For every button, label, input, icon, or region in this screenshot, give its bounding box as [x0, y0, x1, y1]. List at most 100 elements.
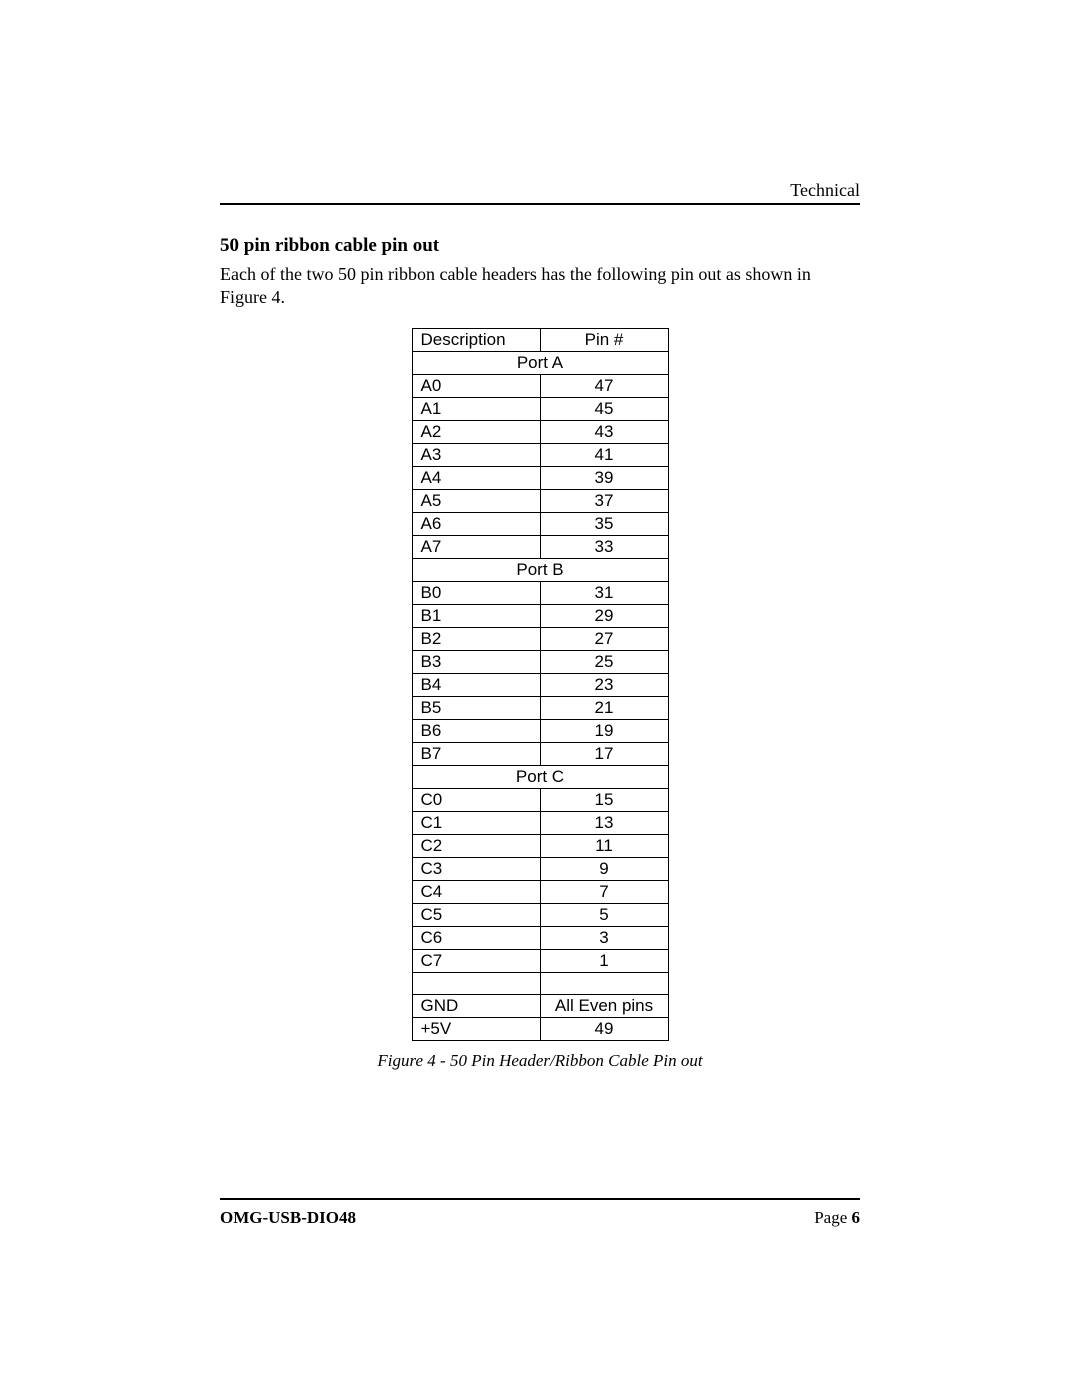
- cell-pin: 25: [540, 650, 668, 673]
- cell-empty: [540, 972, 668, 994]
- page-number-value: 6: [852, 1208, 861, 1227]
- cell-description: A2: [412, 420, 540, 443]
- figure-caption: Figure 4 - 50 Pin Header/Ribbon Cable Pi…: [220, 1051, 860, 1071]
- cell-description: A3: [412, 443, 540, 466]
- header-bar: Technical: [220, 180, 860, 205]
- cell-pin: 1: [540, 949, 668, 972]
- cell-empty: [412, 972, 540, 994]
- page-content: Technical 50 pin ribbon cable pin out Ea…: [220, 180, 860, 1071]
- page-footer: OMG-USB-DIO48 Page 6: [220, 1198, 860, 1228]
- cell-description: C7: [412, 949, 540, 972]
- table-row: B717: [412, 742, 668, 765]
- cell-pin: 27: [540, 627, 668, 650]
- table-row: B619: [412, 719, 668, 742]
- cell-description: B2: [412, 627, 540, 650]
- table-section-row: Port B: [412, 558, 668, 581]
- cell-pin: 13: [540, 811, 668, 834]
- cell-pin: 5: [540, 903, 668, 926]
- cell-description: B4: [412, 673, 540, 696]
- table-row: A145: [412, 397, 668, 420]
- cell-pin: 47: [540, 374, 668, 397]
- table-header-row: DescriptionPin #: [412, 328, 668, 351]
- cell-description: C4: [412, 880, 540, 903]
- cell-pin: 31: [540, 581, 668, 604]
- table-row: B031: [412, 581, 668, 604]
- table-row: A439: [412, 466, 668, 489]
- cell-description: C3: [412, 857, 540, 880]
- page-number: Page 6: [814, 1208, 860, 1228]
- cell-description: B0: [412, 581, 540, 604]
- table-row: B129: [412, 604, 668, 627]
- table-row: A243: [412, 420, 668, 443]
- table-row: C55: [412, 903, 668, 926]
- cell-description: A5: [412, 489, 540, 512]
- cell-description: A6: [412, 512, 540, 535]
- cell-description: B6: [412, 719, 540, 742]
- table-row: A733: [412, 535, 668, 558]
- cell-pin: 23: [540, 673, 668, 696]
- cell-pin: 49: [540, 1017, 668, 1040]
- cell-description: C0: [412, 788, 540, 811]
- cell-pin: 11: [540, 834, 668, 857]
- cell-pin: 43: [540, 420, 668, 443]
- doc-id: OMG-USB-DIO48: [220, 1208, 356, 1228]
- page-title: 50 pin ribbon cable pin out: [220, 235, 860, 257]
- table-row: B227: [412, 627, 668, 650]
- cell-pin: 29: [540, 604, 668, 627]
- cell-pin: 37: [540, 489, 668, 512]
- cell-pin: 41: [540, 443, 668, 466]
- cell-pin: 45: [540, 397, 668, 420]
- table-row: B521: [412, 696, 668, 719]
- cell-pin: 33: [540, 535, 668, 558]
- col-header-description: Description: [412, 328, 540, 351]
- table-section-row: Port A: [412, 351, 668, 374]
- col-header-pin: Pin #: [540, 328, 668, 351]
- table-row: A341: [412, 443, 668, 466]
- cell-pin: 3: [540, 926, 668, 949]
- table-row: C015: [412, 788, 668, 811]
- table-row: +5V49: [412, 1017, 668, 1040]
- table-row: C113: [412, 811, 668, 834]
- cell-pin: 7: [540, 880, 668, 903]
- cell-description: C5: [412, 903, 540, 926]
- table-row: A635: [412, 512, 668, 535]
- table-row: GNDAll Even pins: [412, 994, 668, 1017]
- table-spacer-row: [412, 972, 668, 994]
- cell-pin: 39: [540, 466, 668, 489]
- cell-pin: 19: [540, 719, 668, 742]
- table-row: C211: [412, 834, 668, 857]
- cell-pin: 15: [540, 788, 668, 811]
- cell-description: C1: [412, 811, 540, 834]
- cell-description: B1: [412, 604, 540, 627]
- page-label: Page: [814, 1208, 851, 1227]
- cell-pin: 9: [540, 857, 668, 880]
- table-row: C47: [412, 880, 668, 903]
- section-label: Port C: [412, 765, 668, 788]
- pinout-table: DescriptionPin #Port AA047A145A243A341A4…: [412, 328, 669, 1041]
- cell-pin: All Even pins: [540, 994, 668, 1017]
- section-label: Port A: [412, 351, 668, 374]
- cell-pin: 21: [540, 696, 668, 719]
- table-row: C71: [412, 949, 668, 972]
- cell-description: A1: [412, 397, 540, 420]
- cell-description: A0: [412, 374, 540, 397]
- table-row: B423: [412, 673, 668, 696]
- cell-pin: 35: [540, 512, 668, 535]
- table-row: C63: [412, 926, 668, 949]
- cell-description: A7: [412, 535, 540, 558]
- cell-description: B3: [412, 650, 540, 673]
- cell-description: A4: [412, 466, 540, 489]
- section-label: Port B: [412, 558, 668, 581]
- table-row: B325: [412, 650, 668, 673]
- table-row: A047: [412, 374, 668, 397]
- cell-pin: 17: [540, 742, 668, 765]
- cell-description: B5: [412, 696, 540, 719]
- intro-paragraph: Each of the two 50 pin ribbon cable head…: [220, 263, 860, 310]
- cell-description: +5V: [412, 1017, 540, 1040]
- cell-description: B7: [412, 742, 540, 765]
- cell-description: C2: [412, 834, 540, 857]
- section-label: Technical: [790, 180, 860, 200]
- table-section-row: Port C: [412, 765, 668, 788]
- table-row: A537: [412, 489, 668, 512]
- table-row: C39: [412, 857, 668, 880]
